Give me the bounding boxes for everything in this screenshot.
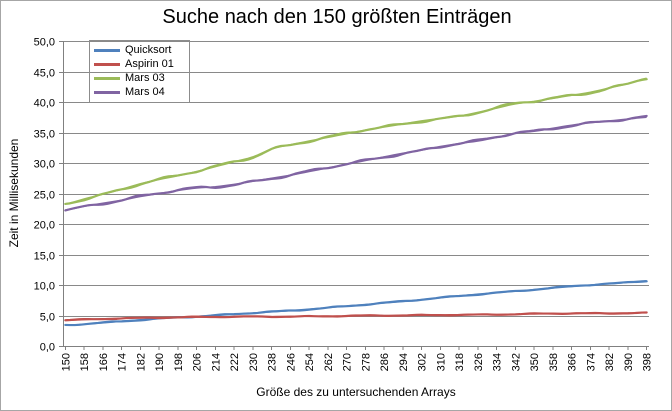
x-tick-label: 166 — [98, 353, 110, 371]
legend-item-aspirin-01: Aspirin 01 — [94, 57, 189, 71]
series-line-mars-03 — [64, 78, 648, 206]
legend-label: Quicksort — [125, 44, 172, 56]
x-tick-label: 374 — [585, 353, 597, 371]
legend-label: Mars 04 — [125, 86, 165, 98]
chart-title: Suche nach den 150 größten Einträgen — [162, 6, 512, 28]
y-tick-label: 20,0 — [34, 220, 55, 232]
y-tick-label: 35,0 — [34, 129, 55, 141]
x-tick-label: 398 — [642, 353, 654, 371]
x-tick-label: 222 — [229, 353, 241, 371]
y-tick-label: 40,0 — [34, 98, 55, 110]
x-tick-label: 350 — [529, 353, 541, 371]
x-tick-label: 230 — [248, 353, 260, 371]
x-tick-label: 318 — [454, 353, 466, 371]
legend-swatch-quicksort — [94, 48, 120, 52]
x-tick-label: 158 — [79, 353, 91, 371]
y-tick-label: 45,0 — [34, 68, 55, 80]
x-tick-label: 334 — [492, 353, 504, 371]
x-axis-title: Größe des zu untersuchenden Arrays — [256, 385, 456, 399]
y-tick-label: 10,0 — [34, 281, 55, 293]
x-tick-label: 286 — [379, 353, 391, 371]
y-tick-label: 25,0 — [34, 190, 55, 202]
x-tick-label: 358 — [548, 353, 560, 371]
legend-swatch-mars-03 — [94, 76, 120, 80]
y-tick-label: 50,0 — [34, 37, 55, 49]
x-tick-label: 174 — [117, 353, 129, 371]
x-tick-label: 294 — [398, 353, 410, 371]
x-tick-label: 390 — [623, 353, 635, 371]
y-tick-label: 30,0 — [34, 159, 55, 171]
y-tick-label: 15,0 — [34, 251, 55, 263]
series-line-mars-04 — [64, 114, 648, 212]
x-tick-label: 198 — [173, 353, 185, 371]
x-tick-label: 190 — [154, 353, 166, 371]
legend-item-mars-03: Mars 03 — [94, 71, 189, 85]
x-tick-label: 246 — [285, 353, 297, 371]
legend-label: Aspirin 01 — [125, 58, 174, 70]
x-tick-label: 206 — [192, 353, 204, 371]
legend-swatch-mars-04 — [94, 90, 120, 94]
legend-swatch-aspirin-01 — [94, 62, 120, 66]
x-tick-label: 302 — [417, 353, 429, 371]
x-tick-label: 278 — [360, 353, 372, 371]
x-tick-label: 262 — [323, 353, 335, 371]
x-tick-label: 238 — [267, 353, 279, 371]
x-tick-label: 326 — [473, 353, 485, 371]
y-tick-label: 0,0 — [40, 342, 55, 354]
x-tick-label: 150 — [60, 353, 72, 371]
x-tick-label: 342 — [510, 353, 522, 371]
legend-label: Mars 03 — [125, 72, 165, 84]
x-tick-label: 270 — [342, 353, 354, 371]
legend-item-mars-04: Mars 04 — [94, 85, 189, 99]
y-axis-title: Zeit in Millisekunden — [7, 138, 21, 248]
x-tick-label: 366 — [567, 353, 579, 371]
legend: Quicksort Aspirin 01 Mars 03 Mars 04 — [89, 40, 190, 103]
y-tick-label: 5,0 — [40, 312, 55, 324]
x-tick-label: 310 — [435, 353, 447, 371]
x-tick-label: 254 — [304, 353, 316, 371]
legend-item-quicksort: Quicksort — [94, 43, 189, 57]
x-tick-label: 382 — [604, 353, 616, 371]
x-tick-label: 214 — [210, 353, 222, 371]
series-line-aspirin-01 — [64, 311, 648, 322]
x-tick-label: 182 — [135, 353, 147, 371]
